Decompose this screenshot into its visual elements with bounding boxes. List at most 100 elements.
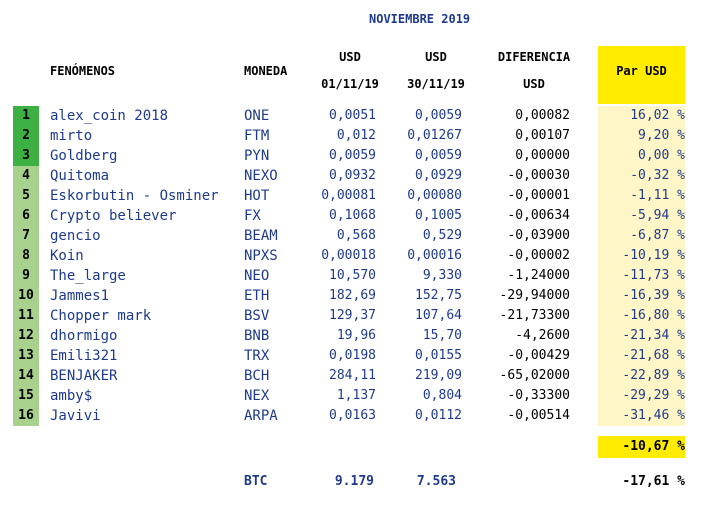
- rank-cell: 12: [13, 326, 39, 346]
- rank-cell: 15: [13, 386, 39, 406]
- percentage-value: -29,29 %: [598, 386, 685, 406]
- player-name: Crypto believer: [50, 208, 177, 224]
- player-name: Chopper mark: [50, 308, 152, 324]
- percentage-value: -6,87 %: [598, 226, 685, 246]
- header-usd-start-date: 01/11/19: [321, 77, 379, 91]
- usd-difference-value: -0,00002: [507, 248, 570, 263]
- coin-ticker: BSV: [244, 308, 270, 324]
- usd-start-value: 0,568: [336, 228, 376, 243]
- rank-cell: 16: [13, 406, 39, 426]
- coin-ticker: NEXO: [244, 168, 278, 184]
- rank-cell: 4: [13, 166, 39, 186]
- rank-cell: 13: [13, 346, 39, 366]
- rank-cell: 3: [13, 146, 39, 166]
- usd-difference-value: -29,94000: [499, 288, 570, 303]
- usd-start-value: 19,96: [336, 328, 376, 343]
- player-name: Quitoma: [50, 168, 110, 184]
- header-moneda: MONEDA: [244, 64, 288, 78]
- coin-ticker: FTM: [244, 128, 270, 144]
- header-diferencia-usd: USD: [523, 77, 545, 91]
- usd-difference-value: -0,00634: [507, 208, 570, 223]
- usd-end-value: 0,1005: [415, 208, 462, 223]
- rank-cell: 10: [13, 286, 39, 306]
- player-name: Goldberg: [50, 148, 118, 164]
- header-diferencia: DIFERENCIA: [497, 50, 571, 64]
- usd-start-value: 129,37: [329, 308, 376, 323]
- usd-difference-value: -0,00514: [507, 408, 570, 423]
- usd-end-value: 0,00080: [407, 188, 462, 203]
- rank-cell: 8: [13, 246, 39, 266]
- usd-start-value: 0,0198: [329, 348, 376, 363]
- rank-cell: 14: [13, 366, 39, 386]
- percentage-value: 9,20 %: [598, 126, 685, 146]
- percentage-value: -21,68 %: [598, 346, 685, 366]
- rank-cell: 2: [13, 126, 39, 146]
- usd-end-value: 0,0059: [415, 108, 462, 123]
- coin-ticker: PYN: [244, 148, 270, 164]
- usd-start-value: 0,00018: [321, 248, 376, 263]
- usd-end-value: 15,70: [422, 328, 462, 343]
- percentage-value: 16,02 %: [598, 106, 685, 126]
- btc-usd-end: 7.563: [416, 474, 456, 489]
- player-name: mirto: [50, 128, 93, 144]
- player-name: alex_coin 2018: [50, 108, 169, 124]
- usd-difference-value: -0,03900: [507, 228, 570, 243]
- percentage-value: -11,73 %: [598, 266, 685, 286]
- player-name: Koin: [50, 248, 84, 264]
- player-name: Jammes1: [50, 288, 110, 304]
- usd-end-value: 0,804: [422, 388, 462, 403]
- usd-difference-value: -21,73300: [499, 308, 570, 323]
- percentage-value: -1,11 %: [598, 186, 685, 206]
- usd-end-value: 0,0112: [415, 408, 462, 423]
- usd-end-value: 0,01267: [407, 128, 462, 143]
- player-name: BENJAKER: [50, 368, 118, 384]
- btc-usd-start: 9.179: [334, 474, 374, 489]
- rank-cell: 7: [13, 226, 39, 246]
- rank-cell: 6: [13, 206, 39, 226]
- usd-start-value: 0,0051: [329, 108, 376, 123]
- usd-start-value: 0,0059: [329, 148, 376, 163]
- usd-end-value: 107,64: [415, 308, 462, 323]
- coin-ticker: NPXS: [244, 248, 278, 264]
- rank-cell: 11: [13, 306, 39, 326]
- usd-end-value: 152,75: [415, 288, 462, 303]
- usd-difference-value: -65,02000: [499, 368, 570, 383]
- usd-end-value: 219,09: [415, 368, 462, 383]
- coin-ticker: BCH: [244, 368, 270, 384]
- coin-ticker: FX: [244, 208, 261, 224]
- percentage-value: -21,34 %: [598, 326, 685, 346]
- player-name: Javivi: [50, 408, 101, 424]
- usd-start-value: 10,570: [329, 268, 376, 283]
- usd-difference-value: -1,24000: [507, 268, 570, 283]
- header-par-usd: Par USD: [598, 46, 685, 104]
- usd-start-value: 1,137: [336, 388, 376, 403]
- coin-ticker: BEAM: [244, 228, 278, 244]
- usd-start-value: 284,11: [329, 368, 376, 383]
- rank-cell: 9: [13, 266, 39, 286]
- coin-ticker: BNB: [244, 328, 270, 344]
- percentage-value: -0,32 %: [598, 166, 685, 186]
- usd-end-value: 0,0929: [415, 168, 462, 183]
- usd-end-value: 0,00016: [407, 248, 462, 263]
- player-name: Eskorbutin - Osminer: [50, 188, 219, 204]
- btc-percentage: -17,61 %: [622, 474, 685, 489]
- usd-difference-value: -0,00429: [507, 348, 570, 363]
- coin-ticker: TRX: [244, 348, 270, 364]
- usd-difference-value: -0,00001: [507, 188, 570, 203]
- percentage-value: -16,80 %: [598, 306, 685, 326]
- usd-start-value: 0,012: [336, 128, 376, 143]
- usd-end-value: 0,529: [422, 228, 462, 243]
- coin-ticker: ARPA: [244, 408, 278, 424]
- usd-start-value: 0,0163: [329, 408, 376, 423]
- player-name: dhormigo: [50, 328, 118, 344]
- rank-cell: 1: [13, 106, 39, 126]
- player-name: gencio: [50, 228, 101, 244]
- usd-difference-value: -0,00030: [507, 168, 570, 183]
- percentage-value: -5,94 %: [598, 206, 685, 226]
- usd-end-value: 9,330: [422, 268, 462, 283]
- coin-ticker: ETH: [244, 288, 270, 304]
- usd-difference-value: 0,00000: [515, 148, 570, 163]
- usd-start-value: 0,1068: [329, 208, 376, 223]
- coin-ticker: NEX: [244, 388, 270, 404]
- player-name: amby$: [50, 388, 93, 404]
